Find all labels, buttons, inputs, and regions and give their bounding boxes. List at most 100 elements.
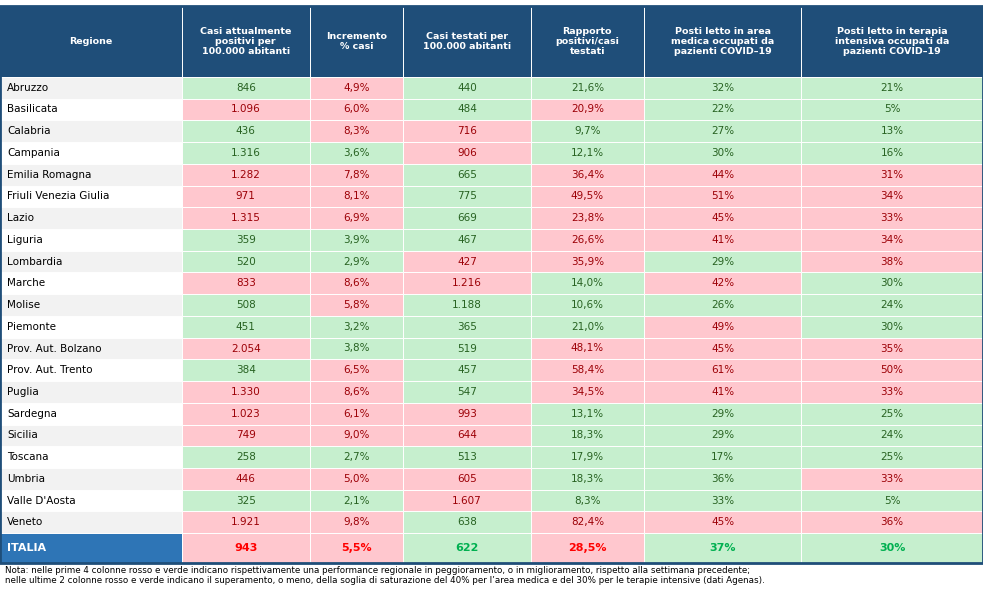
Bar [0,381,182,403]
Bar [801,338,983,359]
Bar [182,207,310,229]
Text: Lombardia: Lombardia [7,256,62,266]
Bar [310,142,403,164]
Bar [0,490,182,512]
Bar [644,142,801,164]
Text: 48,1%: 48,1% [571,344,604,354]
Bar [801,229,983,251]
Bar [310,533,403,563]
Text: 359: 359 [236,235,256,245]
Bar [182,142,310,164]
Bar [531,186,644,207]
Bar [403,164,531,186]
Text: 12,1%: 12,1% [571,148,604,158]
Text: Abruzzo: Abruzzo [7,83,49,93]
Text: 5,0%: 5,0% [343,474,370,484]
Bar [0,424,182,446]
Text: 8,6%: 8,6% [343,279,370,288]
Bar [801,186,983,207]
Text: 520: 520 [236,256,256,266]
Text: Toscana: Toscana [7,452,48,462]
Text: 846: 846 [236,83,256,93]
Text: Valle D'Aosta: Valle D'Aosta [7,496,76,506]
Text: 9,0%: 9,0% [343,430,370,440]
Text: 21,6%: 21,6% [571,83,604,93]
Text: 29%: 29% [711,409,734,419]
Text: 622: 622 [455,543,479,553]
Text: 31%: 31% [881,170,903,180]
Bar [801,381,983,403]
Text: 1.216: 1.216 [452,279,482,288]
Bar [0,6,182,77]
Text: 1.282: 1.282 [231,170,260,180]
Text: 17%: 17% [711,452,734,462]
Bar [801,512,983,533]
Bar [310,424,403,446]
Text: 58,4%: 58,4% [571,365,604,375]
Bar [644,381,801,403]
Bar [801,359,983,381]
Bar [531,446,644,468]
Bar [644,403,801,424]
Text: 13%: 13% [881,126,903,136]
Bar [801,468,983,490]
Bar [0,533,182,563]
Text: Liguria: Liguria [7,235,42,245]
Text: ITALIA: ITALIA [7,543,46,553]
Text: 16%: 16% [881,148,903,158]
Text: 30%: 30% [881,279,903,288]
Bar [801,207,983,229]
Bar [531,490,644,512]
Text: 34,5%: 34,5% [571,387,604,397]
Bar [0,186,182,207]
Text: 3,8%: 3,8% [343,344,370,354]
Bar [403,121,531,142]
Bar [403,381,531,403]
Text: 605: 605 [457,474,477,484]
Text: 14,0%: 14,0% [571,279,604,288]
Text: 36%: 36% [881,517,903,527]
Bar [182,381,310,403]
Bar [0,164,182,186]
Text: 457: 457 [457,365,477,375]
Bar [182,77,310,98]
Text: Prov. Aut. Trento: Prov. Aut. Trento [7,365,92,375]
Bar [0,468,182,490]
Bar [801,77,983,98]
Bar [0,294,182,316]
Text: Emilia Romagna: Emilia Romagna [7,170,91,180]
Text: 37%: 37% [710,543,735,553]
Text: 775: 775 [457,191,477,201]
Bar [182,186,310,207]
Bar [182,6,310,77]
Text: 513: 513 [457,452,477,462]
Text: 41%: 41% [711,235,734,245]
Bar [403,533,531,563]
Text: 440: 440 [457,83,477,93]
Bar [531,294,644,316]
Bar [531,533,644,563]
Text: 49%: 49% [711,322,734,331]
Bar [0,272,182,294]
Bar [0,251,182,272]
Text: 10,6%: 10,6% [571,300,604,310]
Text: 467: 467 [457,235,477,245]
Bar [644,164,801,186]
Bar [310,229,403,251]
Text: Campania: Campania [7,148,60,158]
Bar [644,186,801,207]
Text: 20,9%: 20,9% [571,105,604,114]
Text: 451: 451 [236,322,256,331]
Bar [644,207,801,229]
Bar [531,381,644,403]
Text: Casi testati per
100.000 abitanti: Casi testati per 100.000 abitanti [423,32,511,51]
Bar [801,6,983,77]
Bar [644,512,801,533]
Bar [310,403,403,424]
Bar [310,359,403,381]
Bar [531,164,644,186]
Bar [182,229,310,251]
Bar [644,468,801,490]
Text: Veneto: Veneto [7,517,43,527]
Bar [0,403,182,424]
